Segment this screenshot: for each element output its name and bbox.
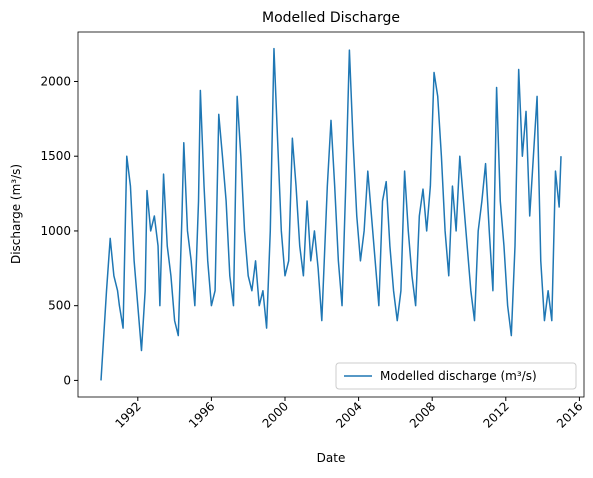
x-axis-label: Date (317, 451, 346, 465)
legend-label: Modelled discharge (m³/s) (380, 369, 537, 383)
x-tick-label: 2016 (554, 399, 585, 430)
y-tick-label: 500 (48, 299, 71, 313)
plot-frame (77, 31, 585, 398)
y-axis-label: Discharge (m³/s) (9, 164, 23, 264)
y-tick-label: 0 (63, 373, 71, 387)
y-tick-label: 1500 (40, 149, 71, 163)
x-tick-label: 2012 (480, 399, 511, 430)
x-tick-label: 2008 (407, 399, 438, 430)
data-line (100, 47, 562, 381)
x-tick-label: 2004 (333, 399, 364, 430)
y-tick-label: 2000 (40, 74, 71, 88)
x-tick-label: 2000 (260, 399, 291, 430)
legend-box (335, 362, 577, 390)
x-tick-label: 1996 (186, 399, 217, 430)
chart-title: Modelled Discharge (262, 10, 400, 26)
x-tick-label: 1992 (112, 399, 143, 430)
y-tick-label: 1000 (40, 224, 71, 238)
